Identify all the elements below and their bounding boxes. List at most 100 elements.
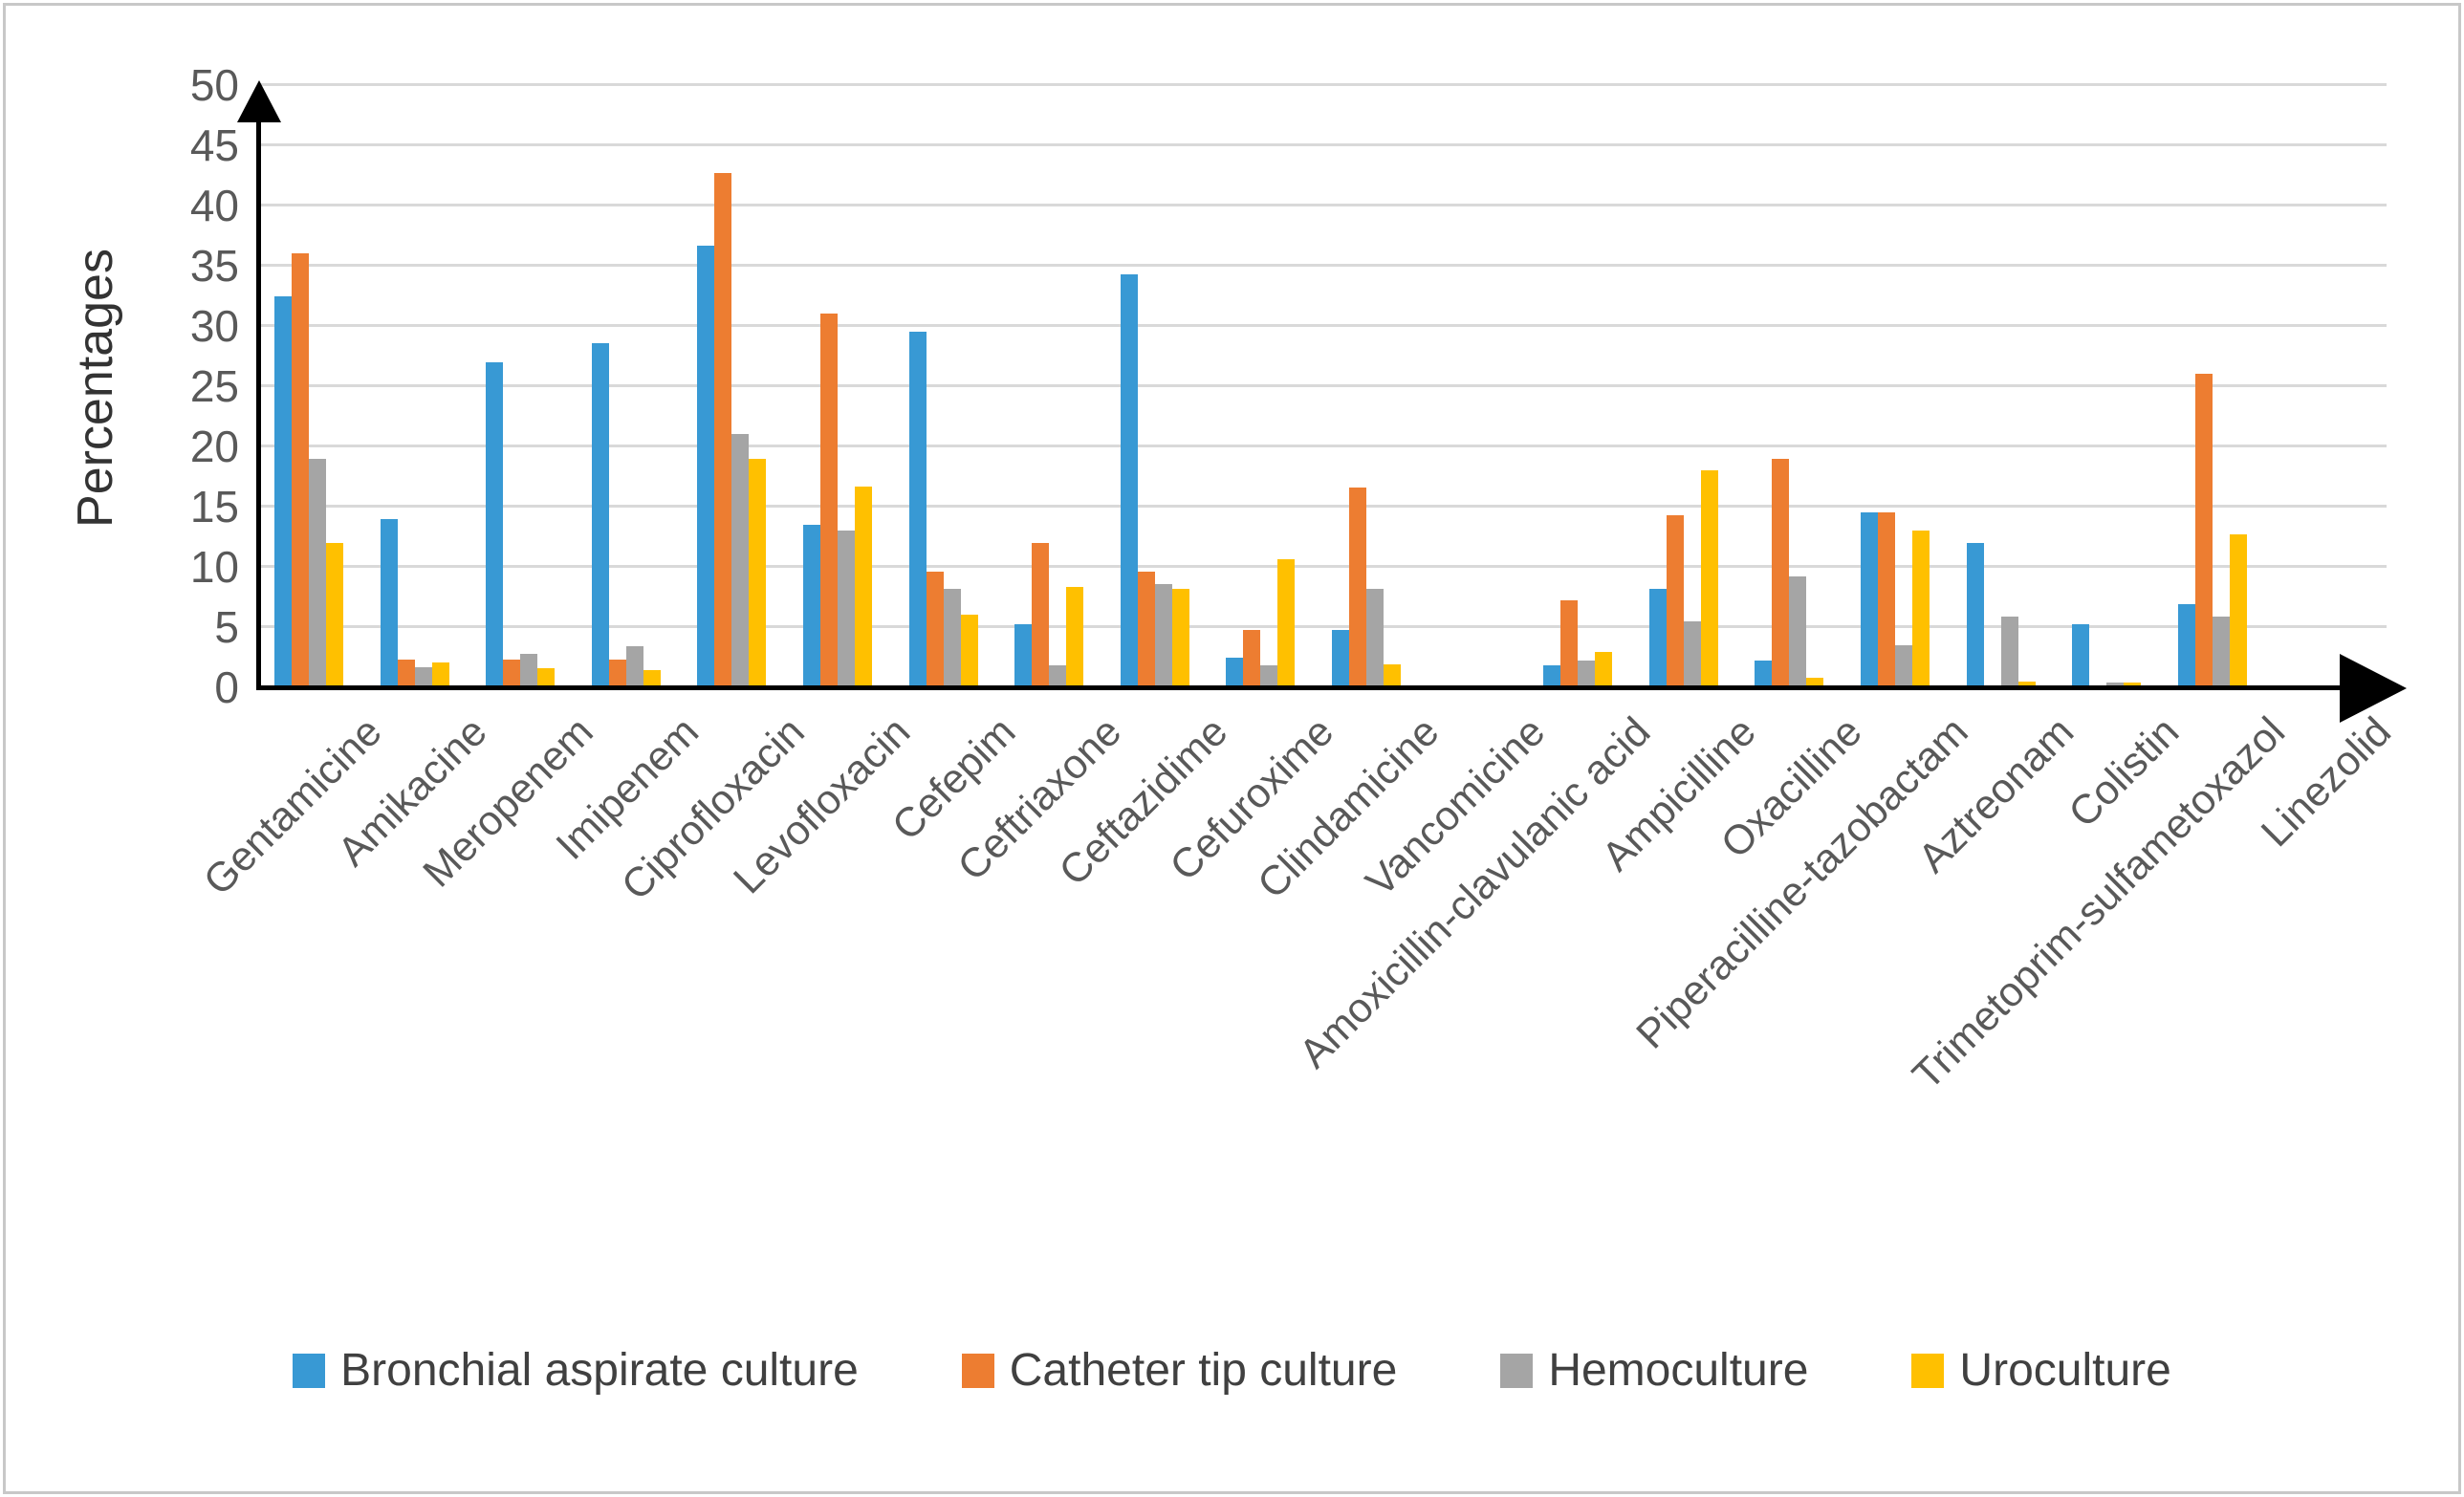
bar-group [1104, 85, 1210, 687]
bar-catheter-tip-culture [1878, 512, 1895, 687]
bar-hemoculture [1260, 665, 1278, 687]
y-tick-label: 50 [189, 60, 239, 110]
bar-hemoculture [1154, 583, 1172, 687]
bar-group [1844, 85, 1951, 687]
bar-group [1422, 85, 1528, 687]
legend: Bronchial aspirate culture Catheter tip c… [0, 1344, 2464, 1397]
bar-hemoculture [838, 531, 855, 687]
gridline [258, 324, 2387, 327]
bar-group [576, 85, 682, 687]
bar-hemoculture [731, 434, 750, 687]
bar-uroculture [1912, 531, 1930, 687]
gridline [258, 83, 2387, 86]
bar-bronchial-aspirate-culture [1332, 629, 1349, 687]
y-tick-label: 30 [189, 301, 239, 351]
bar-bronchial-aspirate-culture [591, 342, 609, 687]
legend-swatch-icon [1500, 1353, 1534, 1388]
legend-item: Bronchial aspirate culture [293, 1344, 859, 1397]
bar-hemoculture [309, 458, 326, 687]
bar-group [258, 85, 364, 687]
plot-area [258, 83, 2387, 687]
bar-group [2162, 85, 2268, 687]
bar-catheter-tip-culture [608, 660, 626, 687]
bar-uroculture [2124, 682, 2142, 687]
bar-hemoculture [1366, 588, 1384, 687]
gridline [258, 264, 2387, 267]
bar-group [1316, 85, 1422, 687]
bar-catheter-tip-culture [1772, 458, 1790, 687]
bar-uroculture [1806, 677, 1824, 687]
bar-catheter-tip-culture [1032, 542, 1050, 687]
bar-bronchial-aspirate-culture [697, 245, 715, 687]
bar-uroculture [643, 670, 661, 687]
bar-hemoculture [2000, 616, 2018, 687]
legend-swatch-icon [293, 1353, 326, 1388]
legend-label: Bronchial aspirate culture [340, 1345, 859, 1396]
bar-uroculture [855, 486, 872, 687]
bar-uroculture [1384, 664, 1401, 687]
bar-bronchial-aspirate-culture [274, 295, 292, 687]
bar-uroculture [1277, 559, 1296, 687]
bar-catheter-tip-culture [2194, 374, 2213, 687]
bar-uroculture [326, 542, 343, 687]
bar-hemoculture [1578, 661, 1596, 687]
legend-swatch-icon [1911, 1353, 1945, 1388]
legend-label: Hemoculture [1548, 1345, 1809, 1396]
bar-catheter-tip-culture [1560, 600, 1579, 687]
bar-hemoculture [625, 646, 643, 687]
bar-hemoculture [2106, 682, 2125, 687]
bar-catheter-tip-culture [1349, 487, 1366, 687]
bar-uroculture [749, 458, 767, 687]
bar-catheter-tip-culture [714, 172, 732, 687]
bar-hemoculture [414, 666, 432, 687]
gridline [258, 143, 2387, 146]
gridline [258, 204, 2387, 206]
bar-hemoculture [520, 653, 538, 687]
gridline [258, 565, 2387, 568]
bar-bronchial-aspirate-culture [1226, 657, 1244, 687]
bar-catheter-tip-culture [820, 314, 838, 687]
bar-group [1633, 85, 1739, 687]
y-tick-label: 15 [189, 482, 239, 532]
bar-catheter-tip-culture [926, 572, 944, 687]
bar-catheter-tip-culture [292, 253, 309, 687]
bar-group [998, 85, 1104, 687]
bar-bronchial-aspirate-culture [2072, 624, 2090, 687]
bar-uroculture [2229, 533, 2247, 687]
bar-group [1527, 85, 1633, 687]
bar-group [893, 85, 999, 687]
bar-hemoculture [2212, 616, 2230, 687]
x-axis-line [256, 685, 2345, 690]
chart-border-frame [3, 3, 2461, 1494]
bar-group [364, 85, 470, 687]
bar-uroculture [1171, 588, 1189, 687]
y-tick-label: 35 [189, 241, 239, 291]
y-tick-label: 0 [214, 662, 239, 712]
y-tick-label: 20 [189, 422, 239, 471]
bar-group [469, 85, 576, 687]
bar-group [1738, 85, 1844, 687]
bar-group [1210, 85, 1316, 687]
bar-uroculture [431, 662, 449, 687]
bar-bronchial-aspirate-culture [1014, 624, 1033, 687]
legend-item: Uroculture [1911, 1344, 2171, 1397]
bar-bronchial-aspirate-culture [908, 332, 927, 687]
bar-catheter-tip-culture [1666, 514, 1684, 687]
bar-bronchial-aspirate-culture [1120, 273, 1138, 687]
gridline [258, 384, 2387, 387]
legend-item: Catheter tip culture [961, 1344, 1397, 1397]
bar-bronchial-aspirate-culture [2177, 604, 2195, 687]
x-axis-arrow-icon [2340, 654, 2407, 723]
bar-hemoculture [1895, 644, 1912, 687]
bar-catheter-tip-culture [503, 660, 521, 687]
bar-bronchial-aspirate-culture [1648, 588, 1667, 687]
bar-uroculture [960, 615, 978, 687]
bar-group [681, 85, 787, 687]
y-tick-label: 10 [189, 542, 239, 592]
y-tick-label: 40 [189, 181, 239, 230]
gridline [258, 445, 2387, 447]
bar-uroculture [1066, 587, 1084, 687]
gridline [258, 505, 2387, 508]
bar-bronchial-aspirate-culture [1755, 661, 1773, 687]
